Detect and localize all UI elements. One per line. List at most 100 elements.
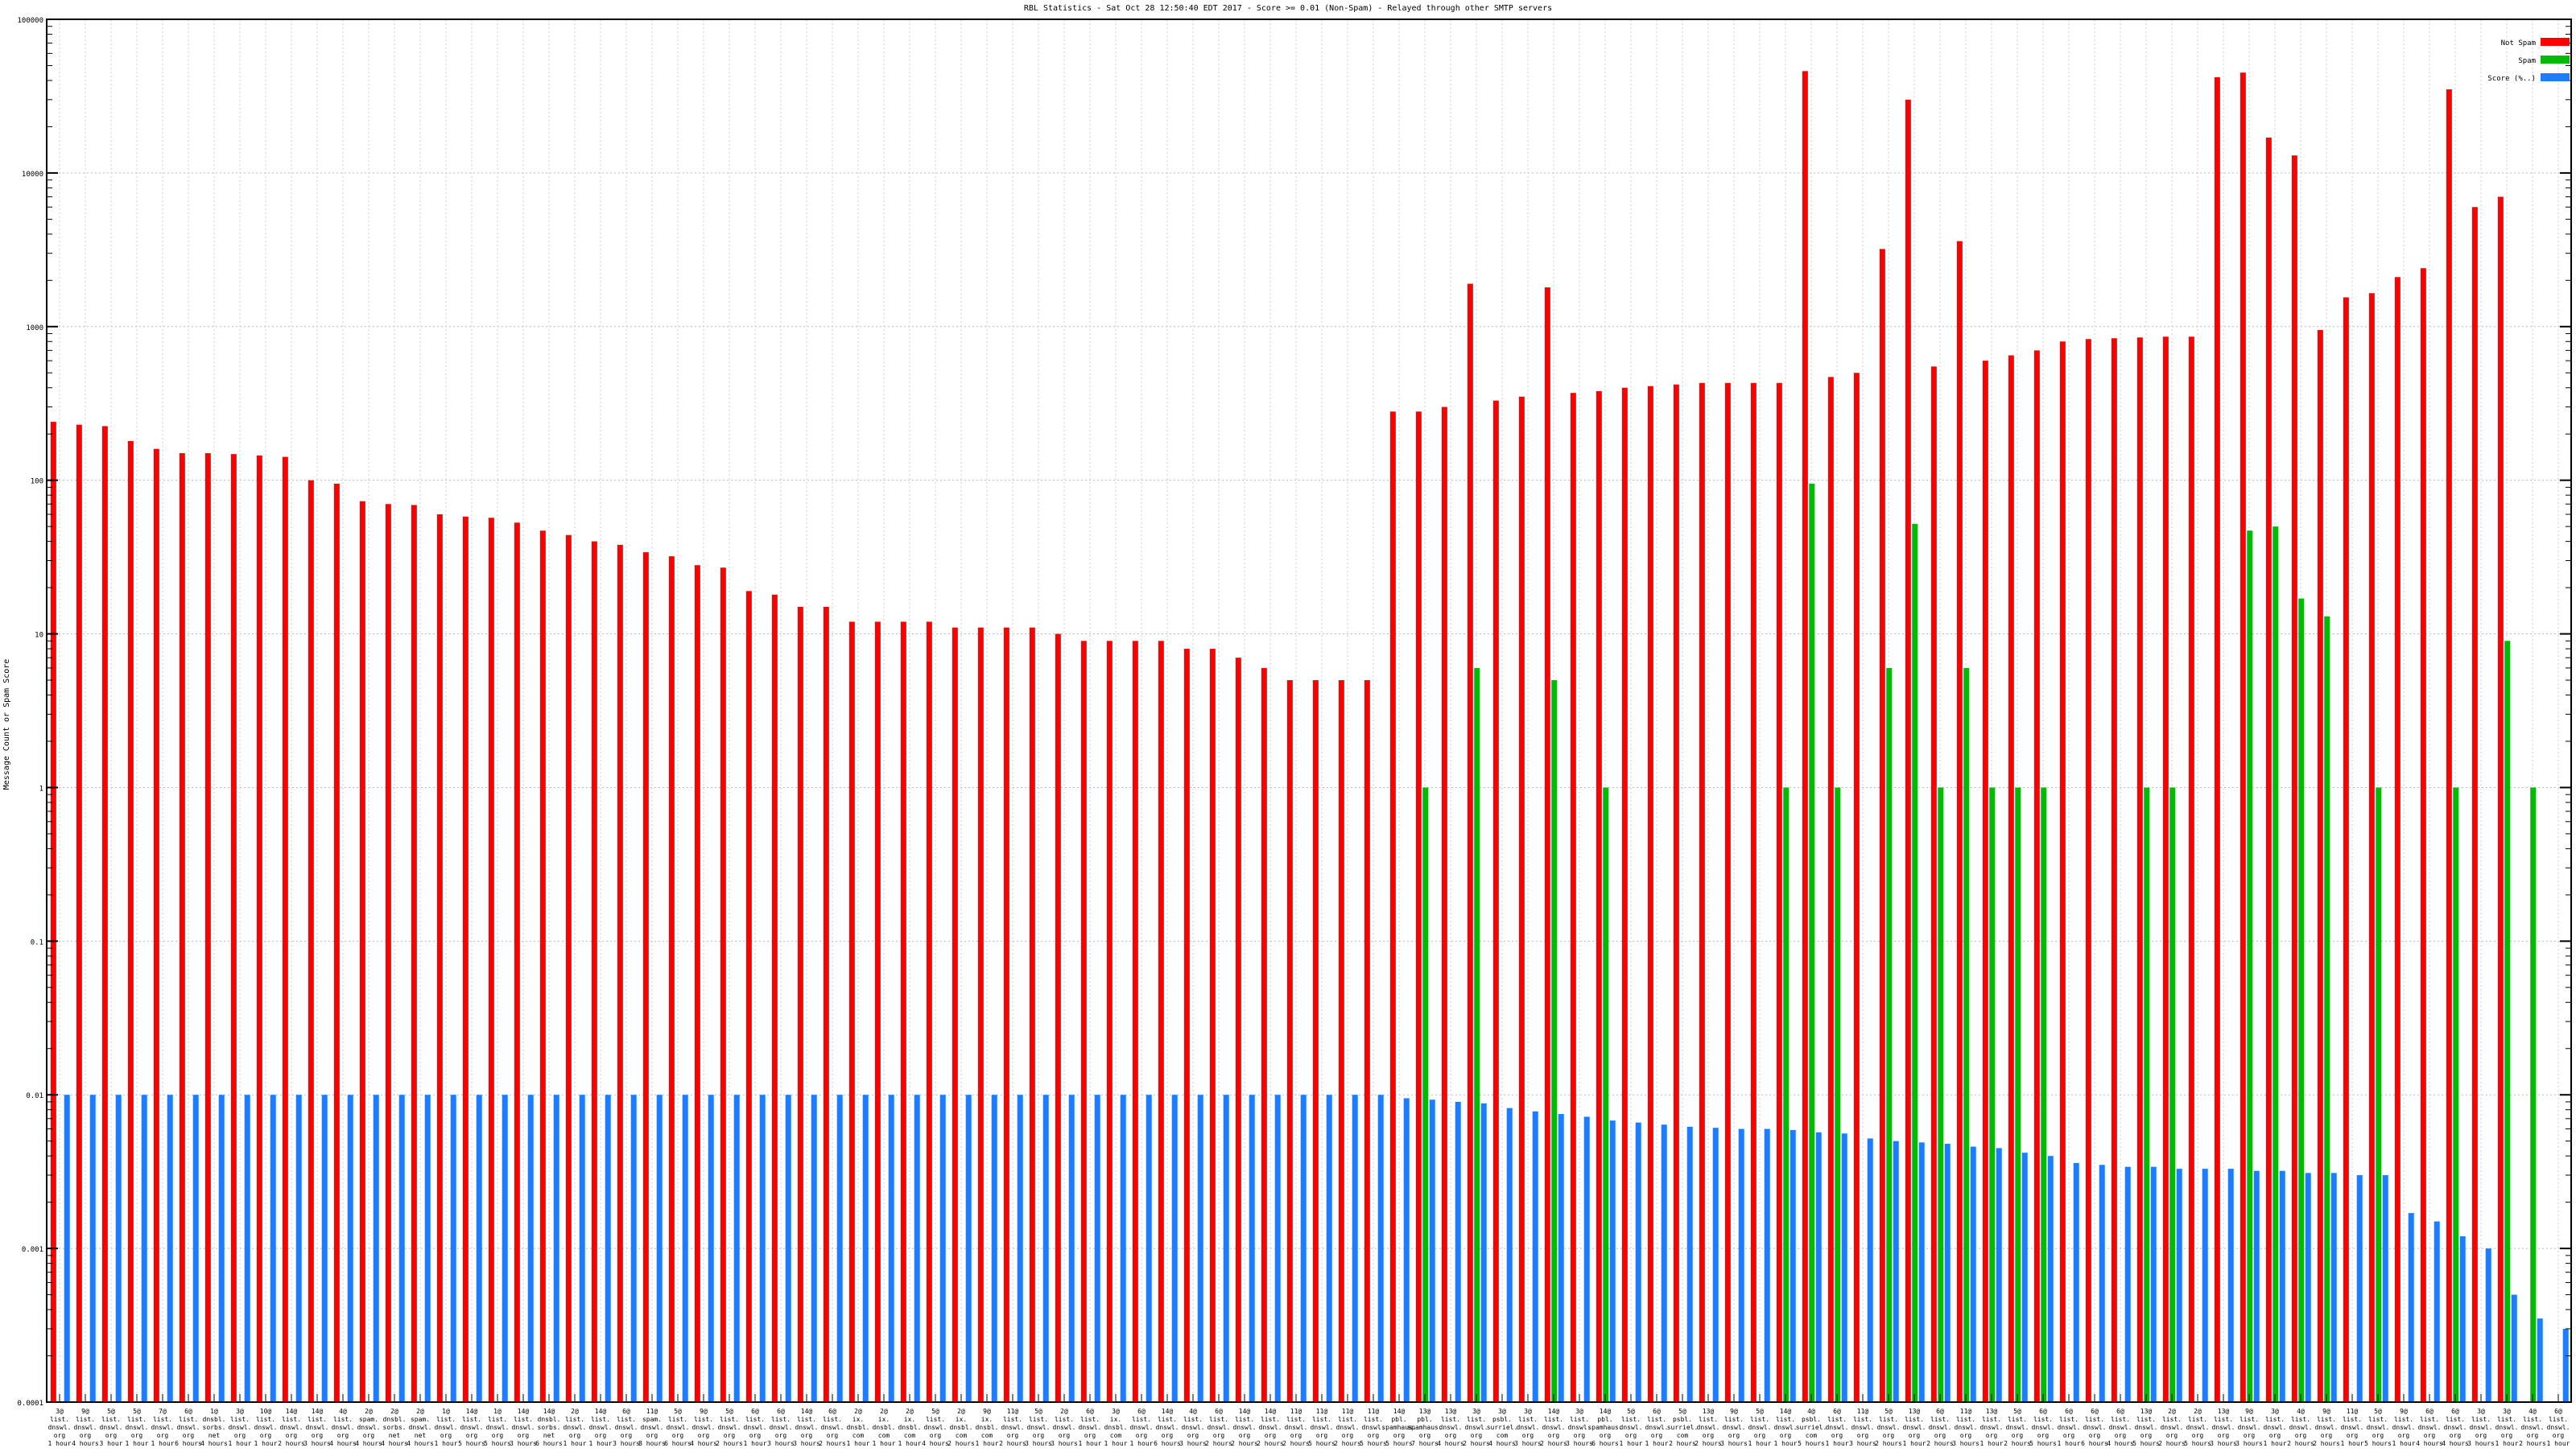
x-tick-label-line: dnswl. <box>795 1424 819 1431</box>
x-tick-label-line: org <box>1213 1432 1225 1439</box>
x-tick-label-line: 14@ <box>1162 1408 1174 1415</box>
x-tick-label-line: pbl. <box>1597 1416 1612 1423</box>
x-tick-label-line: sorbs. <box>383 1424 407 1431</box>
x-tick-label-line: list. <box>2549 1416 2568 1423</box>
x-tick-label-line: 6@ <box>2116 1408 2124 1415</box>
bar-not-spam <box>1982 361 1988 1403</box>
x-tick-label-line: 8 hours <box>638 1440 666 1447</box>
bar-not-spam <box>848 621 855 1402</box>
x-tick-label: 9@ list. dnswl. org 4 hours <box>72 1408 99 1447</box>
x-tick-label-line: 6@ <box>1653 1408 1661 1415</box>
bar-not-spam <box>462 516 469 1402</box>
x-tick-label-line: 1 hour <box>2547 1440 2570 1447</box>
x-tick-label-line: list. <box>797 1416 816 1423</box>
x-tick-label-line: org <box>312 1432 324 1439</box>
x-tick-label-line: dnswl. <box>1748 1424 1772 1431</box>
x-tick-label-line: 4 hours <box>381 1440 408 1447</box>
x-tick-label-line: 14@ <box>543 1408 555 1415</box>
bar-score <box>476 1095 482 1402</box>
bar-spam <box>1551 680 1558 1402</box>
x-tick-label-line: list. <box>1183 1416 1203 1423</box>
x-tick-label-line: 13@ <box>1909 1408 1921 1415</box>
x-tick-label: 4@ psbl. surriel. com 5 hours <box>1796 1408 1827 1447</box>
x-tick-label: 13@ list. dnswl. org 5 hours <box>2132 1408 2160 1447</box>
x-tick-label-line: list. <box>1724 1416 1744 1423</box>
x-tick-label-line: org <box>1986 1432 1998 1439</box>
x-tick-label-line: 2@ <box>1060 1408 1068 1415</box>
x-tick-label-line: list. <box>2420 1416 2439 1423</box>
bar-not-spam <box>1338 680 1344 1402</box>
bar-not-spam <box>1647 386 1653 1403</box>
x-tick-label: 13@ pbl. spamhaus. org 7 hours <box>1407 1408 1442 1447</box>
x-tick-label-line: 9@ <box>2322 1408 2330 1415</box>
x-tick-label-line: list. <box>2291 1416 2310 1423</box>
x-tick-label-line: org <box>1162 1432 1174 1439</box>
x-tick-label: 11@ list. dnswl. org 5 hours <box>1308 1408 1335 1447</box>
x-tick-label-line: dnswl. <box>924 1424 947 1431</box>
bar-not-spam <box>797 606 803 1402</box>
x-tick-label-line: dnswl. <box>1156 1424 1179 1431</box>
x-tick-label-line: list. <box>127 1416 147 1423</box>
bar-not-spam <box>2008 355 2014 1403</box>
x-tick-label-line: 14@ <box>312 1408 324 1415</box>
x-tick-label-line: org <box>621 1432 633 1439</box>
x-tick-label-line: org <box>2295 1432 2307 1439</box>
x-tick-label: 6@ list. dnswl. org 1 hour <box>1645 1408 1669 1447</box>
x-tick-label-line: 11@ <box>2347 1408 2359 1415</box>
y-tick-label: 10 <box>35 632 43 640</box>
bar-not-spam <box>153 448 159 1403</box>
x-tick-label-line: 5@ <box>1885 1408 1893 1415</box>
bar-score <box>1146 1095 1152 1402</box>
x-tick-label-line: dnswl. <box>1774 1424 1798 1431</box>
x-tick-label: 9@ list. dnswl. org 3 hours <box>1720 1408 1748 1447</box>
bar-score <box>2021 1153 2028 1402</box>
x-tick-label: 6@ list. dnswl. org 2 hours <box>1205 1408 1232 1447</box>
x-tick-label: 14@ list. dnswl. org 1 hour <box>589 1408 613 1447</box>
x-tick-label-line: sorbs. <box>538 1424 561 1431</box>
x-tick-label-line: list. <box>1750 1416 1769 1423</box>
x-tick-label-line: 14@ <box>595 1408 607 1415</box>
bar-score <box>1274 1095 1281 1402</box>
x-tick-label-line: dnswl. <box>667 1424 690 1431</box>
bar-score <box>2150 1166 2157 1402</box>
x-tick-label-line: dnsbl. <box>1104 1424 1128 1431</box>
bar-score <box>914 1095 920 1402</box>
x-tick-label-line: list. <box>1930 1416 1950 1423</box>
bar-not-spam <box>1724 382 1731 1402</box>
x-tick-label-line: 2 hours <box>2287 1440 2314 1447</box>
bar-score <box>2382 1175 2388 1402</box>
x-tick-label-line: org <box>260 1432 272 1439</box>
x-tick-label-line: list. <box>1364 1416 1383 1423</box>
x-tick-label-line: dnswl. <box>2186 1424 2210 1431</box>
x-tick-label-line: ix. <box>981 1416 993 1423</box>
x-tick-label-line: 2 hours <box>716 1440 743 1447</box>
x-tick-label-line: dnswl. <box>1233 1424 1257 1431</box>
bar-not-spam <box>1853 373 1860 1402</box>
x-tick-label-line: 6 hours <box>535 1440 563 1447</box>
bar-not-spam <box>127 440 134 1402</box>
x-tick-label: 11@ spam. dnswl. org 8 hours <box>638 1408 666 1447</box>
bar-not-spam <box>926 621 932 1402</box>
x-tick-label: 13@ list. dnswl. org 1 hour <box>1903 1408 1926 1447</box>
x-tick-label: 2@ ix. dnsbl. com 2 hours <box>947 1408 975 1447</box>
x-tick-label-line: org <box>2218 1432 2230 1439</box>
x-tick-label-line: 4@ <box>2529 1408 2537 1415</box>
x-tick-label-line: list. <box>1261 1416 1280 1423</box>
x-tick-label-line: dnswl. <box>48 1424 72 1431</box>
x-tick-label-line: 4@ <box>339 1408 347 1415</box>
bar-not-spam <box>2188 336 2194 1403</box>
x-tick-label: 13@ list. dnswl. org 4 hours <box>1437 1408 1464 1447</box>
x-tick-label-line: org <box>801 1432 813 1439</box>
x-tick-label-line: dnswl. <box>1542 1424 1566 1431</box>
x-tick-label-line: 6@ <box>828 1408 836 1415</box>
x-tick-label-line: org <box>1548 1432 1560 1439</box>
x-tick-label-line: list. <box>179 1416 198 1423</box>
x-tick-label-line: list. <box>565 1416 584 1423</box>
x-tick-label-line: dnswl. <box>1955 1424 1978 1431</box>
bar-score <box>1300 1095 1307 1402</box>
x-tick-label-line: 1 hour <box>976 1440 999 1447</box>
legend-swatch <box>2541 73 2570 81</box>
x-tick-label-line: 6 hours <box>1591 1440 1619 1447</box>
x-tick-label-line: org <box>1007 1432 1019 1439</box>
